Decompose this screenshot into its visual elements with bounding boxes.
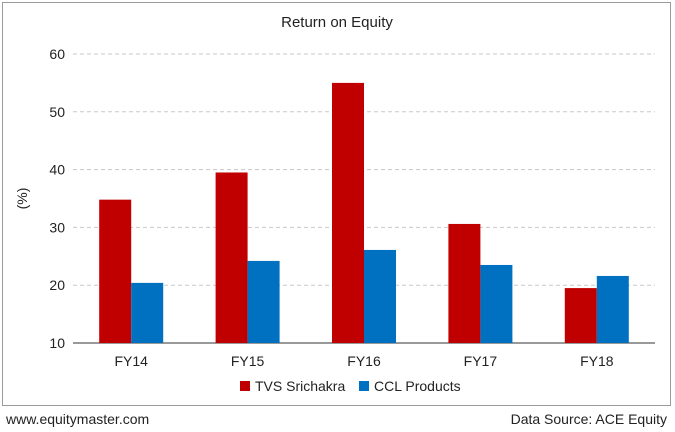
x-tick-label: FY15 [231, 353, 265, 369]
footer-website: www.equitymaster.com [6, 411, 150, 427]
legend-swatch [359, 381, 369, 391]
bar-ccl-products-fy16 [364, 249, 396, 343]
x-tick-label: FY17 [464, 353, 498, 369]
bar-tvs-srichakra-fy14 [99, 199, 132, 343]
bar-tvs-srichakra-fy15 [215, 172, 248, 343]
legend-swatch [240, 381, 250, 391]
legend-label: CCL Products [374, 378, 461, 394]
legend-label: TVS Srichakra [255, 378, 345, 394]
y-tick-label: 40 [49, 162, 65, 178]
footer-data-source: Data Source: ACE Equity [510, 411, 667, 427]
bar-ccl-products-fy14 [131, 282, 164, 343]
y-axis-label: (%) [14, 188, 30, 210]
x-tick-label: FY16 [347, 353, 381, 369]
bar-tvs-srichakra-fy16 [332, 82, 364, 344]
chart-title: Return on Equity [281, 14, 393, 31]
bar-tvs-srichakra-fy17 [448, 223, 481, 343]
y-tick-label: 20 [49, 277, 65, 293]
bar-tvs-srichakra-fy18 [564, 288, 597, 343]
y-tick-label: 10 [49, 335, 65, 351]
bar-ccl-products-fy18 [596, 275, 629, 343]
y-axis-ticks: 10 20 30 40 50 60 [49, 46, 65, 351]
bars [99, 82, 629, 344]
x-tick-label: FY18 [580, 353, 614, 369]
y-tick-label: 30 [49, 219, 65, 235]
x-tick-label: FY14 [114, 353, 148, 369]
chart-frame: Return on Equity (%) 10 20 30 40 50 60 FY14 FY… [2, 2, 671, 406]
y-tick-label: 60 [49, 46, 65, 62]
y-tick-label: 50 [49, 104, 65, 120]
bar-ccl-products-fy15 [247, 260, 280, 343]
x-axis-ticks: FY14 FY15 FY16 FY17 FY18 [114, 353, 613, 369]
legend: TVS Srichakra CCL Products [240, 378, 461, 394]
bar-ccl-products-fy17 [480, 264, 513, 343]
